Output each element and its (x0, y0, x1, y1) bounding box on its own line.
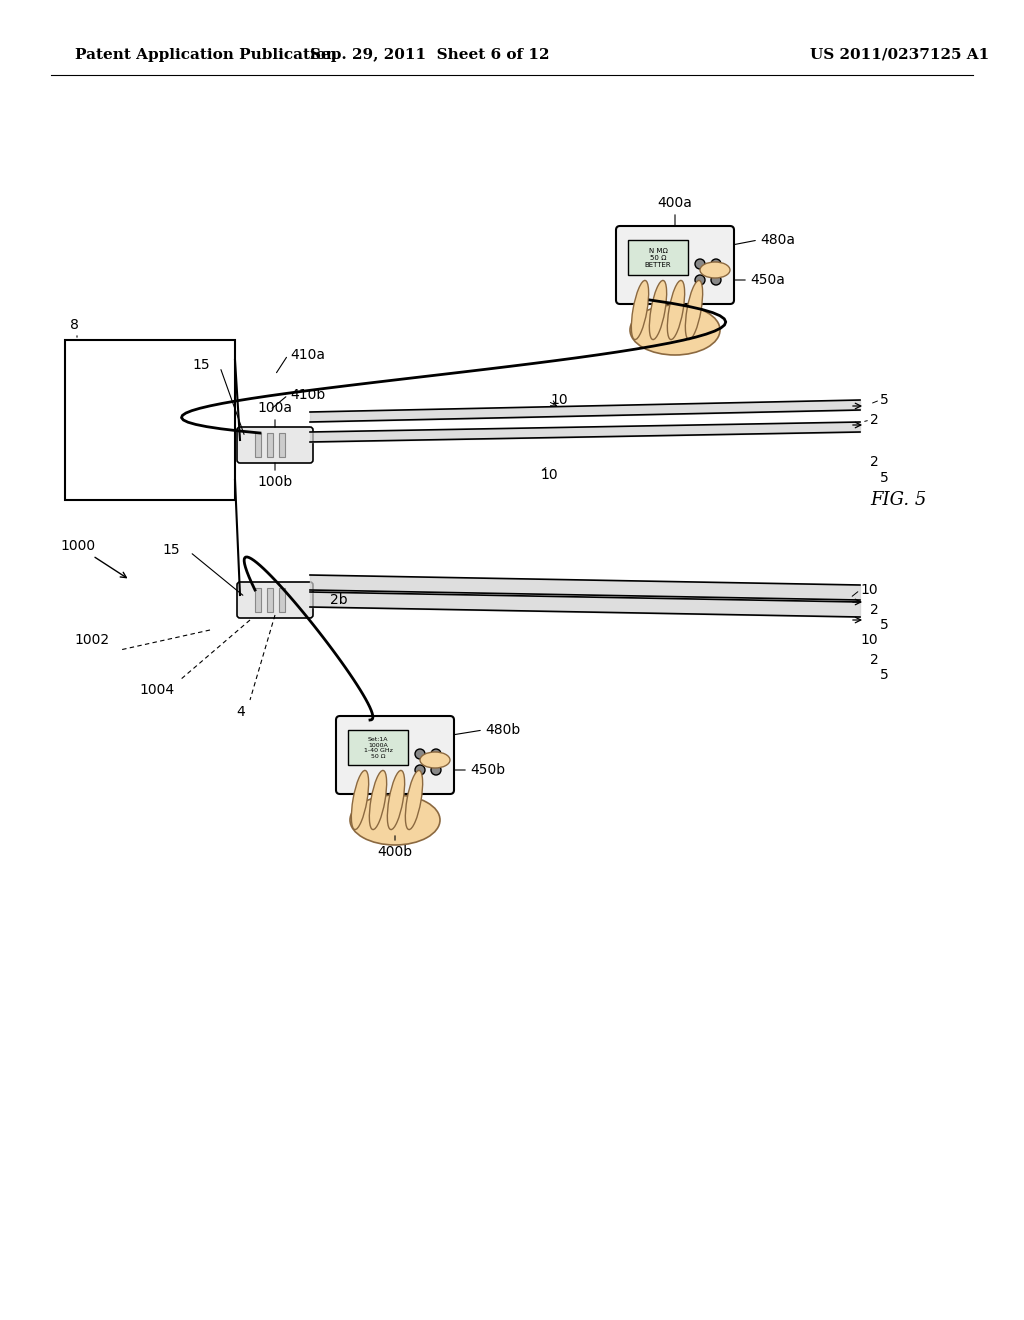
Text: 2: 2 (870, 653, 879, 667)
Text: 480a: 480a (760, 234, 795, 247)
Text: FIG. 5: FIG. 5 (870, 491, 927, 510)
Ellipse shape (700, 261, 730, 279)
Text: 2: 2 (870, 413, 879, 426)
Text: 5: 5 (880, 618, 889, 632)
Text: US 2011/0237125 A1: US 2011/0237125 A1 (810, 48, 989, 62)
Text: 10: 10 (540, 469, 558, 482)
Ellipse shape (632, 280, 648, 339)
Circle shape (711, 259, 721, 269)
Text: N MΩ
50 Ω
BETTER: N MΩ 50 Ω BETTER (645, 248, 672, 268)
Text: 2: 2 (870, 455, 879, 469)
Ellipse shape (668, 280, 685, 339)
Ellipse shape (387, 771, 404, 829)
Circle shape (415, 748, 425, 759)
Bar (279, 587, 285, 612)
Text: 10: 10 (860, 634, 878, 647)
Text: 1004: 1004 (140, 682, 175, 697)
Circle shape (431, 748, 441, 759)
Text: 1000: 1000 (60, 539, 126, 578)
Bar (628, 240, 688, 275)
Ellipse shape (370, 771, 387, 829)
Ellipse shape (406, 771, 423, 829)
FancyBboxPatch shape (237, 426, 313, 463)
Text: 480b: 480b (485, 723, 520, 737)
Bar (267, 587, 273, 612)
Text: 450b: 450b (470, 763, 505, 777)
Ellipse shape (630, 305, 720, 355)
Text: 15: 15 (163, 543, 180, 557)
Ellipse shape (351, 771, 369, 829)
Text: 1002: 1002 (75, 634, 110, 647)
Text: Sep. 29, 2011  Sheet 6 of 12: Sep. 29, 2011 Sheet 6 of 12 (310, 48, 550, 62)
Bar (255, 587, 261, 612)
Text: 15: 15 (193, 358, 210, 372)
Circle shape (695, 275, 705, 285)
Text: 8: 8 (70, 318, 79, 333)
Text: 100a: 100a (257, 401, 293, 414)
Text: 10: 10 (550, 393, 567, 407)
Circle shape (711, 275, 721, 285)
Text: 400b: 400b (378, 845, 413, 859)
FancyBboxPatch shape (237, 582, 313, 618)
Text: 100b: 100b (257, 475, 293, 488)
Bar (65, 341, 234, 500)
Text: 5: 5 (880, 471, 889, 484)
Ellipse shape (685, 280, 702, 339)
Text: 410a: 410a (290, 348, 325, 362)
Text: 5: 5 (880, 393, 889, 407)
Bar (255, 433, 261, 457)
Text: 450a: 450a (750, 273, 784, 286)
Ellipse shape (649, 280, 667, 339)
Text: 5: 5 (880, 668, 889, 682)
FancyBboxPatch shape (616, 226, 734, 304)
Ellipse shape (350, 795, 440, 845)
Circle shape (415, 766, 425, 775)
Circle shape (431, 766, 441, 775)
FancyBboxPatch shape (336, 715, 454, 795)
Ellipse shape (420, 752, 450, 768)
Bar (279, 433, 285, 457)
Circle shape (695, 259, 705, 269)
Bar (267, 433, 273, 457)
Text: 10: 10 (860, 583, 878, 597)
Text: 410b: 410b (290, 388, 326, 403)
Text: Patent Application Publication: Patent Application Publication (75, 48, 337, 62)
Text: 400a: 400a (657, 195, 692, 210)
Text: Set:1A
1000A
1-40 GHz
50 Ω: Set:1A 1000A 1-40 GHz 50 Ω (364, 737, 392, 759)
Text: 2: 2 (870, 603, 879, 616)
Text: 2b: 2b (330, 593, 347, 607)
Bar (348, 730, 408, 766)
Text: 4: 4 (237, 705, 245, 719)
